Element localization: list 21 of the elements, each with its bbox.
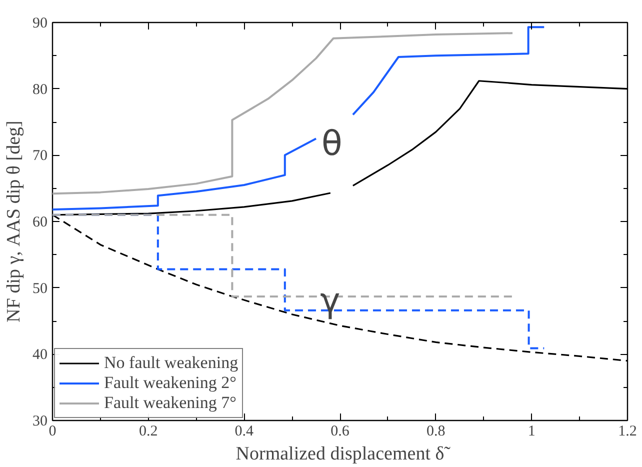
x-tick-label: 0 — [48, 424, 56, 440]
annotation: θ — [322, 124, 342, 164]
y-axis-title: NF dip γ, AAS dip θ [deg] — [4, 120, 24, 322]
y-tick-label: 80 — [32, 82, 48, 98]
line-series — [52, 32, 514, 195]
x-tick-label: 0.8 — [426, 424, 446, 440]
y-tick-label: 60 — [32, 214, 48, 230]
legend-label: Fault weakening 7° — [104, 393, 236, 413]
y-tick-label: 40 — [32, 347, 48, 364]
y-tick-label: 90 — [32, 16, 48, 32]
x-tick-label: 0.6 — [330, 424, 350, 440]
x-tick-label: 0.4 — [234, 424, 254, 440]
x-tick-label: 1.2 — [618, 424, 637, 440]
x-tick-label: 0.2 — [138, 424, 158, 440]
y-tick-label: 70 — [32, 148, 48, 164]
y-tick-label: 50 — [32, 280, 48, 297]
x-axis-title: Normalized displacement δ̃ — [236, 444, 452, 464]
x-tick-label: 1 — [528, 424, 536, 440]
y-tick-label: 30 — [32, 414, 48, 430]
legend-label: No fault weakening — [104, 353, 238, 373]
legend-label: Fault weakening 2° — [104, 373, 236, 393]
